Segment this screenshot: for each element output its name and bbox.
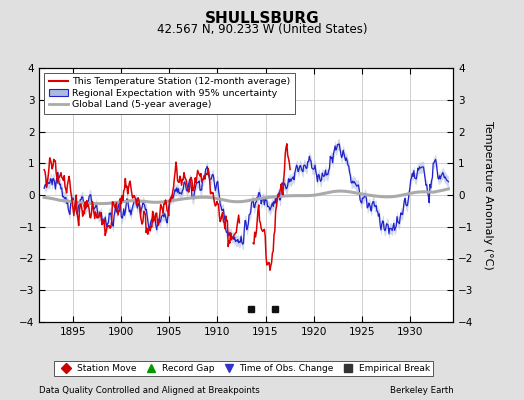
Legend: Station Move, Record Gap, Time of Obs. Change, Empirical Break: Station Move, Record Gap, Time of Obs. C… <box>54 361 433 376</box>
Text: SHULLSBURG: SHULLSBURG <box>205 11 319 26</box>
Text: Berkeley Earth: Berkeley Earth <box>389 386 453 395</box>
Text: 42.567 N, 90.233 W (United States): 42.567 N, 90.233 W (United States) <box>157 23 367 36</box>
Y-axis label: Temperature Anomaly (°C): Temperature Anomaly (°C) <box>483 121 493 269</box>
Legend: This Temperature Station (12-month average), Regional Expectation with 95% uncer: This Temperature Station (12-month avera… <box>44 73 296 114</box>
Text: Data Quality Controlled and Aligned at Breakpoints: Data Quality Controlled and Aligned at B… <box>39 386 260 395</box>
